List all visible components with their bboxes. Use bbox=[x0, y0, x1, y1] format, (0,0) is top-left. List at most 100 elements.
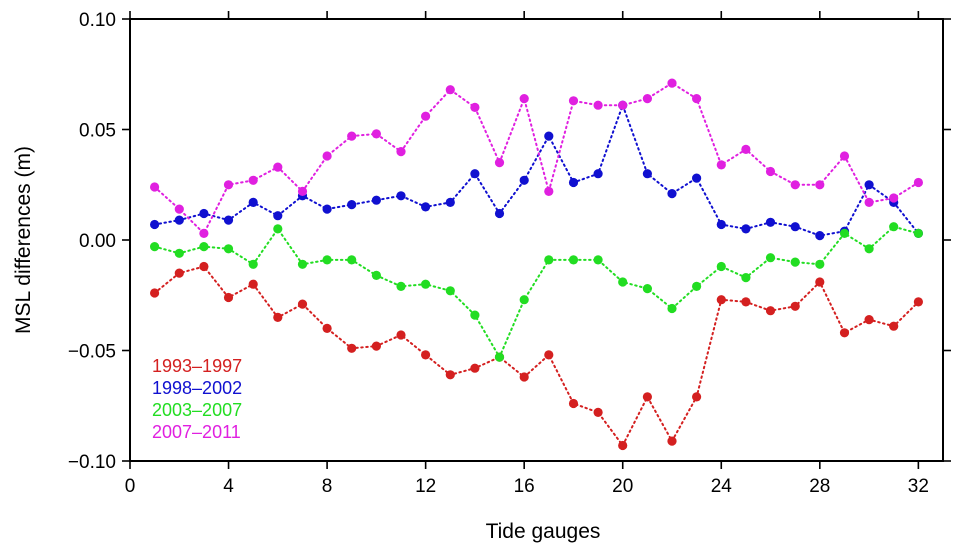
data-point bbox=[568, 96, 579, 106]
data-point bbox=[741, 144, 751, 154]
data-point bbox=[470, 310, 480, 320]
data-point bbox=[642, 94, 653, 104]
data-point bbox=[223, 215, 234, 225]
data-point bbox=[347, 200, 357, 210]
data-point bbox=[297, 299, 308, 309]
data-point bbox=[494, 352, 505, 362]
data-point bbox=[396, 147, 406, 157]
data-point bbox=[519, 372, 529, 382]
data-point bbox=[692, 173, 702, 183]
data-point bbox=[568, 398, 579, 409]
y-tick-label: 0.05 bbox=[79, 121, 116, 142]
data-point bbox=[618, 440, 628, 451]
data-point bbox=[273, 162, 283, 172]
data-point bbox=[765, 306, 776, 316]
data-point bbox=[174, 204, 184, 214]
data-point bbox=[667, 78, 677, 88]
data-point bbox=[667, 189, 677, 199]
data-point bbox=[396, 330, 406, 340]
data-point bbox=[642, 392, 653, 402]
data-point bbox=[248, 175, 258, 185]
data-point bbox=[297, 186, 308, 196]
data-point bbox=[223, 244, 234, 254]
axis-tick-labels-layer: 0 4 8 12 16 20 24 28 32 −0.10 −0.05 0.00 0.05 0.10 bbox=[68, 10, 929, 497]
data-point bbox=[470, 102, 480, 112]
x-tick-label: 24 bbox=[711, 476, 733, 497]
data-point bbox=[790, 222, 800, 232]
data-point bbox=[273, 211, 283, 221]
data-point bbox=[716, 160, 726, 170]
x-tick-label: 20 bbox=[612, 476, 633, 497]
data-point bbox=[322, 255, 332, 265]
data-point bbox=[593, 169, 603, 179]
series-points-layer bbox=[150, 78, 924, 451]
data-point bbox=[790, 301, 800, 311]
data-point bbox=[667, 303, 677, 314]
y-tick-label: 0.10 bbox=[79, 10, 116, 31]
x-tick-label: 8 bbox=[322, 476, 333, 497]
data-point bbox=[371, 129, 381, 139]
data-point bbox=[494, 158, 505, 168]
data-point bbox=[741, 224, 751, 234]
data-point bbox=[371, 341, 381, 351]
y-axis-label: MSL differences (m) bbox=[12, 146, 35, 334]
data-point bbox=[199, 242, 209, 252]
y-tick-label: −0.05 bbox=[68, 342, 116, 363]
data-point bbox=[593, 100, 603, 110]
data-point bbox=[445, 85, 455, 95]
data-point bbox=[174, 215, 184, 225]
data-point bbox=[150, 242, 160, 252]
data-point bbox=[322, 204, 332, 214]
series-line-4 bbox=[153, 81, 920, 236]
legend-entry: 2007–2011 bbox=[152, 422, 241, 442]
data-point bbox=[864, 197, 874, 207]
axis-ticks-layer bbox=[122, 11, 951, 469]
data-point bbox=[692, 94, 702, 104]
legend-entry: 1998–2002 bbox=[152, 378, 242, 398]
data-point bbox=[741, 273, 751, 283]
data-point bbox=[765, 253, 776, 263]
data-point bbox=[199, 208, 209, 219]
data-point bbox=[248, 279, 258, 289]
data-point bbox=[519, 295, 529, 305]
y-tick-label: 0.00 bbox=[79, 231, 116, 252]
data-point bbox=[667, 436, 677, 446]
data-point bbox=[716, 261, 726, 272]
data-point bbox=[223, 292, 234, 303]
data-point bbox=[371, 270, 381, 280]
y-tick-label: −0.10 bbox=[68, 452, 116, 473]
data-point bbox=[396, 281, 406, 291]
data-point bbox=[839, 228, 850, 238]
data-point bbox=[470, 169, 480, 179]
data-point bbox=[815, 231, 825, 241]
data-point bbox=[889, 222, 899, 232]
data-point bbox=[741, 297, 751, 307]
data-point bbox=[716, 219, 726, 230]
data-point bbox=[347, 131, 357, 141]
data-point bbox=[445, 197, 455, 207]
data-point bbox=[864, 180, 874, 190]
data-point bbox=[544, 131, 554, 141]
data-point bbox=[864, 315, 874, 325]
series-lines-layer bbox=[153, 81, 920, 448]
data-point bbox=[347, 343, 357, 353]
data-point bbox=[371, 195, 381, 205]
data-point bbox=[150, 288, 160, 298]
x-tick-label: 16 bbox=[514, 476, 535, 497]
data-point bbox=[322, 151, 332, 161]
data-point bbox=[421, 350, 431, 360]
data-point bbox=[445, 286, 455, 296]
data-point bbox=[248, 259, 258, 269]
data-point bbox=[544, 255, 554, 265]
data-point bbox=[347, 255, 357, 265]
data-point bbox=[790, 180, 800, 190]
data-point bbox=[839, 328, 850, 338]
data-point bbox=[199, 261, 209, 272]
data-point bbox=[223, 180, 234, 190]
data-point bbox=[765, 166, 776, 177]
series-line-3 bbox=[153, 225, 920, 360]
data-point bbox=[889, 193, 899, 203]
x-tick-label: 4 bbox=[223, 476, 234, 497]
